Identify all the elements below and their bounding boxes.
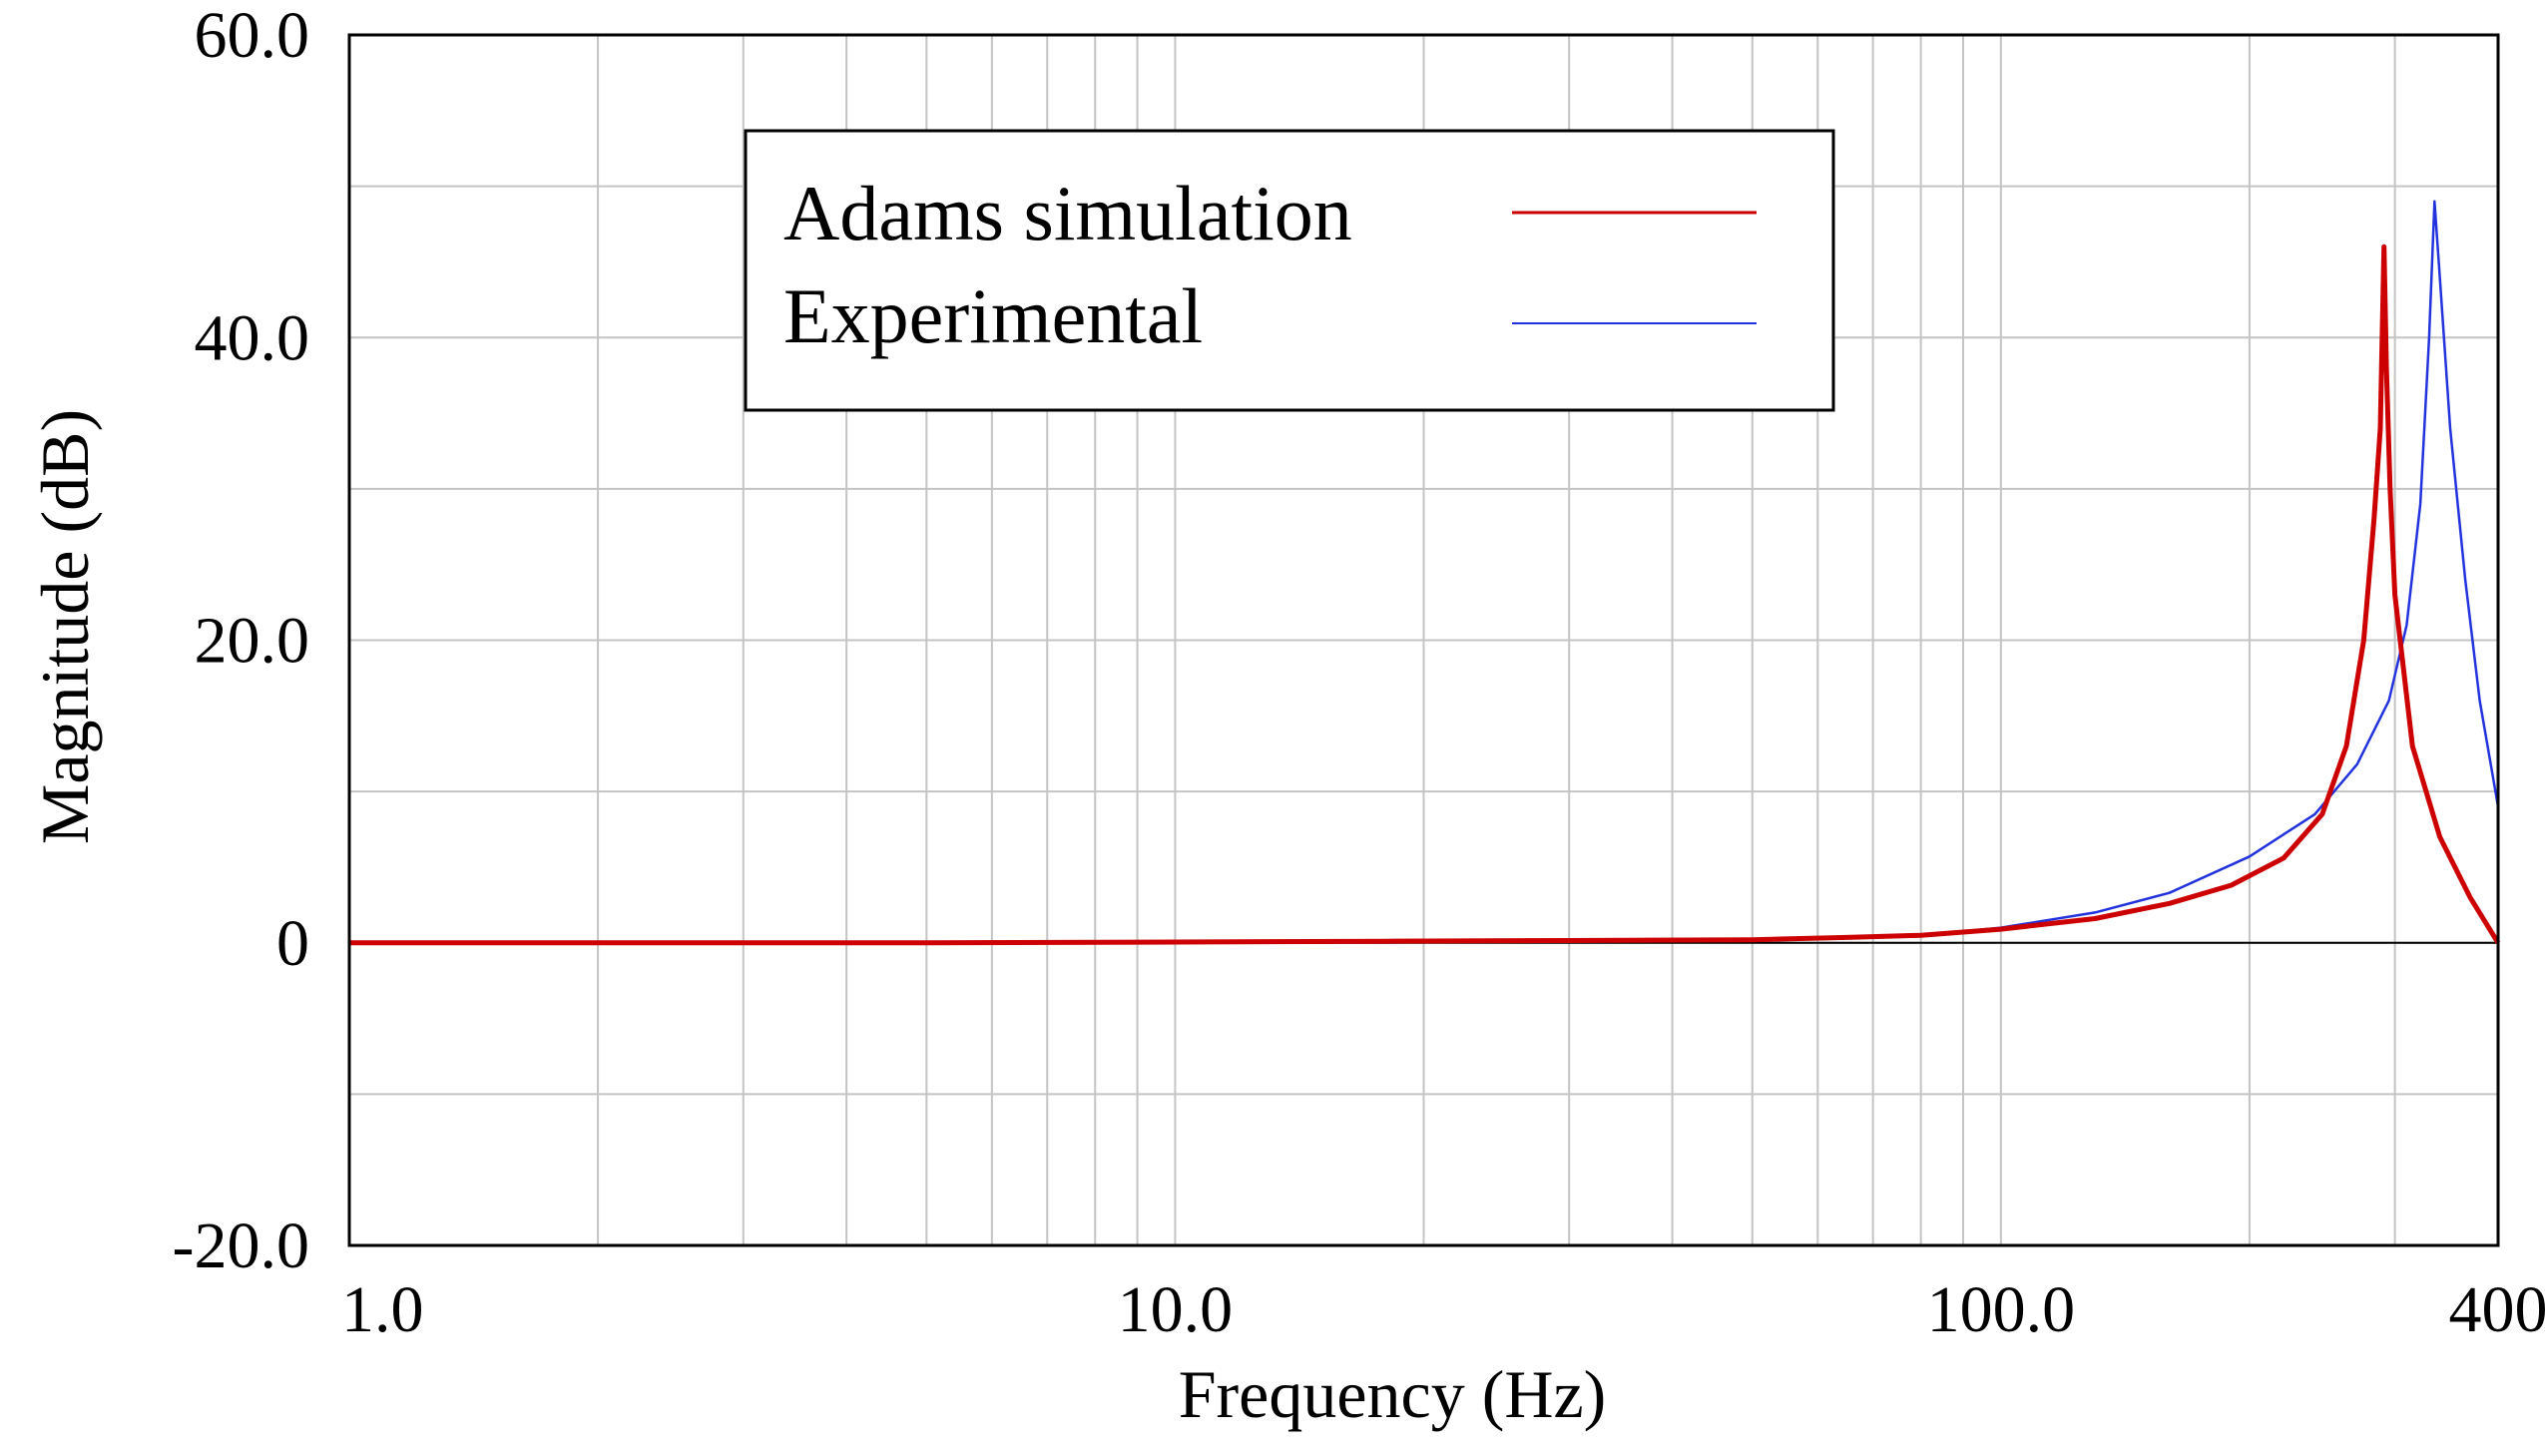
- series-line-adams-simulation: [349, 243, 2501, 946]
- y-tick-label: 60.0: [195, 0, 310, 72]
- tick-labels: 1.0 10.0 100.0 400 60.0 40.0 20.0 0 -20.0: [173, 0, 2545, 1346]
- legend-label-experimental: Experimental: [783, 272, 1203, 359]
- x-tick-label: 10.0: [1118, 1273, 1234, 1346]
- y-tick-label: -20.0: [173, 1210, 309, 1282]
- plot-frame: [347, 33, 2500, 1247]
- x-axis-title: Frequency (Hz): [1179, 1356, 1607, 1432]
- y-tick-label: 40.0: [195, 301, 310, 374]
- y-tick-label: 0: [276, 907, 309, 980]
- x-tick-label: 400: [2449, 1273, 2545, 1346]
- y-axis-title: Magnitude (dB): [27, 409, 103, 844]
- legend-box: [744, 129, 1835, 412]
- legend: Adams simulation Experimental: [744, 129, 1835, 412]
- x-tick-label: 1.0: [341, 1273, 424, 1346]
- x-tick-label: 100.0: [1927, 1273, 2076, 1346]
- series-lines: [349, 200, 2501, 946]
- legend-label-adams: Adams simulation: [783, 170, 1352, 256]
- y-tick-label: 20.0: [195, 605, 310, 678]
